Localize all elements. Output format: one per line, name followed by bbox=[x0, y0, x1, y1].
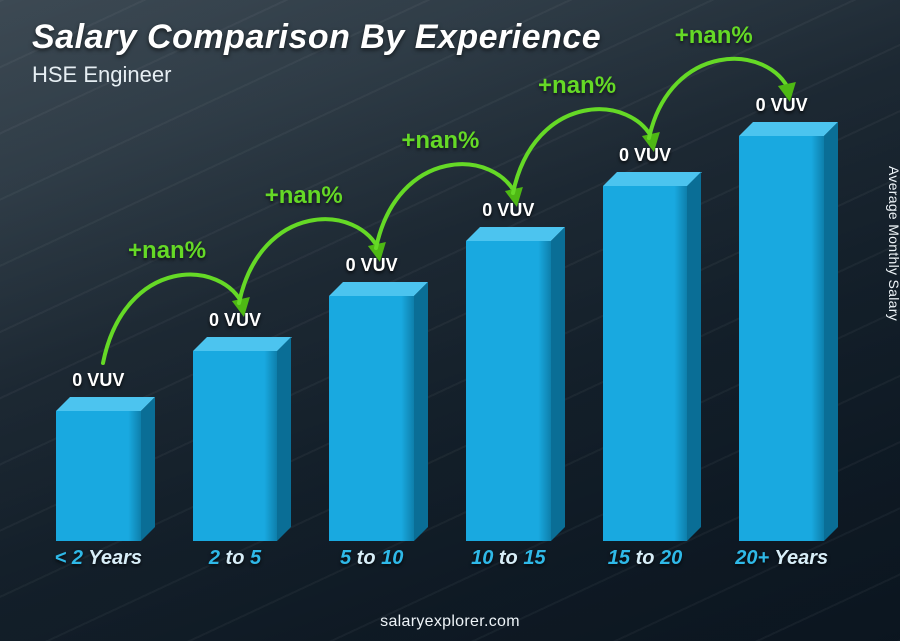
change-label: +nan% bbox=[401, 127, 479, 155]
bar: 0 VUV bbox=[329, 296, 414, 541]
chart-title: Salary Comparison By Experience bbox=[32, 18, 601, 57]
plot-area: 0 VUV 0 VUV 0 VUV 0 VUV 0 VUV 0 VUV +nan% +nan%… bbox=[30, 100, 850, 541]
bar: 0 VUV bbox=[739, 136, 824, 541]
bar: 0 VUV bbox=[193, 351, 278, 541]
bar-value-label: 0 VUV bbox=[39, 370, 158, 391]
bar: 0 VUV bbox=[603, 186, 688, 541]
bar-value-label: 0 VUV bbox=[312, 255, 431, 276]
chart-area: 0 VUV 0 VUV 0 VUV 0 VUV 0 VUV 0 VUV +nan% +nan%… bbox=[30, 100, 850, 581]
x-axis-label: 10 to 15 bbox=[440, 541, 577, 581]
chart-subtitle: HSE Engineer bbox=[32, 62, 171, 88]
change-label: +nan% bbox=[265, 182, 343, 210]
x-axis-label: 2 to 5 bbox=[167, 541, 304, 581]
x-axis-labels: < 2 Years2 to 55 to 1010 to 1515 to 2020… bbox=[30, 541, 850, 581]
bar-value-label: 0 VUV bbox=[449, 200, 568, 221]
change-label: +nan% bbox=[538, 72, 616, 100]
x-axis-label: 5 to 10 bbox=[303, 541, 440, 581]
bar: 0 VUV bbox=[466, 241, 551, 541]
footer-attribution: salaryexplorer.com bbox=[0, 613, 900, 631]
change-label: +nan% bbox=[128, 237, 206, 265]
x-axis-label: < 2 Years bbox=[30, 541, 167, 581]
bar: 0 VUV bbox=[56, 411, 141, 541]
chart-canvas: Salary Comparison By Experience HSE Engi… bbox=[0, 0, 900, 641]
bar-value-label: 0 VUV bbox=[586, 145, 705, 166]
bar-value-label: 0 VUV bbox=[176, 310, 295, 331]
x-axis-label: 15 to 20 bbox=[577, 541, 714, 581]
change-label: +nan% bbox=[675, 22, 753, 50]
bar-value-label: 0 VUV bbox=[722, 95, 841, 116]
x-axis-label: 20+ Years bbox=[713, 541, 850, 581]
y-axis-label: Average Monthly Salary bbox=[886, 166, 900, 321]
